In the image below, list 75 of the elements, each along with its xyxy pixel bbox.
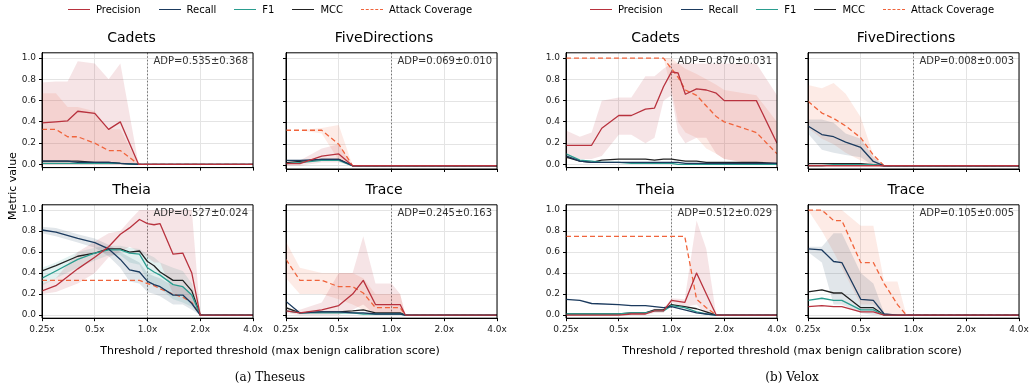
x-tick-label: 0.5x [850,323,872,334]
chart-title: Trace [364,181,403,198]
x-tick-label: 0.5x [328,323,350,334]
y-tick-label: 0.2 [545,137,560,148]
y-tick-label: 0.0 [21,158,37,169]
y-tick-label: 0.8 [21,225,37,236]
y-tick-label: 0.0 [545,309,561,320]
annotation: ADP=0.527±0.024 [153,207,248,219]
text: (b) Velox [764,370,820,384]
annotation: ADP=0.245±0.163 [397,207,492,219]
legend-label: F1 [262,4,275,15]
x-tick-label: 1.0x [661,323,682,334]
legend-label: Attack Coverage [389,4,473,15]
annotation: ADP=0.105±0.005 [919,207,1014,219]
x-tick-label: 0.5x [608,323,630,334]
annotation: ADP=0.512±0.029 [677,207,772,219]
y-tick-label: 1.0 [545,52,561,63]
x-tick-label: 1.0x [903,323,924,334]
x-axis-title: Threshold / reported threshold (max benign calibration score) [99,344,441,357]
chart-title: FiveDirections [856,29,956,46]
y-tick-label: 0.0 [21,309,37,320]
x-tick-label: 0.5x [84,323,106,334]
y-tick-label: 0.6 [21,246,37,257]
annotation: ADP=0.069±0.010 [397,55,492,67]
legend-label: Recall [708,4,739,15]
legend-label: F1 [784,4,797,15]
x-tick-label: 2.0x [434,323,455,334]
y-tick-label: 0.2 [21,288,36,299]
x-tick-label: 0.25x [553,323,580,334]
y-tick-label: 1.0 [545,204,561,215]
legend-label: Precision [95,4,141,15]
y-tick-label: 1.0 [21,52,37,63]
legend-label: Recall [186,4,217,15]
x-tick-label: 4.0x [243,323,264,334]
annotation: ADP=0.008±0.003 [919,55,1014,67]
chart-title: Cadets [107,29,156,46]
x-tick-label: 0.25x [273,323,300,334]
y-tick-label: 0.6 [545,94,561,105]
x-tick-label: 0.25x [29,323,56,334]
y-tick-label: 0.8 [545,225,561,236]
y-tick-label: 0.6 [21,94,37,105]
y-tick-label: 0.4 [21,267,37,278]
legend-label: Precision [617,4,663,15]
chart-title: FiveDirections [334,29,434,46]
annotation: ADP=0.870±0.031 [677,55,772,67]
y-tick-label: 0.4 [21,116,37,127]
y-tick-label: 0.6 [545,246,561,257]
y-tick-label: 0.4 [545,116,561,127]
annotation: ADP=0.535±0.368 [153,55,248,67]
legend-label: MCC [320,4,344,15]
y-axis-title: Metric value [5,152,19,220]
chart-title: Cadets [631,29,680,46]
x-axis-title: Threshold / reported threshold (max benign calibration score) [621,344,963,357]
legend-label: Attack Coverage [911,4,995,15]
x-tick-label: 2.0x [714,323,735,334]
x-tick-label: 2.0x [190,323,211,334]
text: (a) Theseus [233,370,307,384]
x-tick-label: 2.0x [956,323,977,334]
legend-label: MCC [842,4,866,15]
y-tick-label: 0.4 [545,267,561,278]
x-tick-label: 1.0x [381,323,402,334]
y-tick-label: 0.2 [545,288,560,299]
chart-title: Trace [886,181,925,198]
chart-title: Theia [111,181,151,198]
x-tick-label: 1.0x [137,323,158,334]
x-tick-label: 4.0x [487,323,508,334]
y-tick-label: 1.0 [21,204,37,215]
x-tick-label: 0.25x [795,323,822,334]
y-tick-label: 0.8 [21,73,37,84]
x-tick-label: 4.0x [767,323,788,334]
y-tick-label: 0.0 [545,158,561,169]
chart-title: Theia [635,181,675,198]
y-tick-label: 0.8 [545,73,561,84]
y-tick-label: 0.2 [21,137,36,148]
x-tick-label: 4.0x [1009,323,1030,334]
